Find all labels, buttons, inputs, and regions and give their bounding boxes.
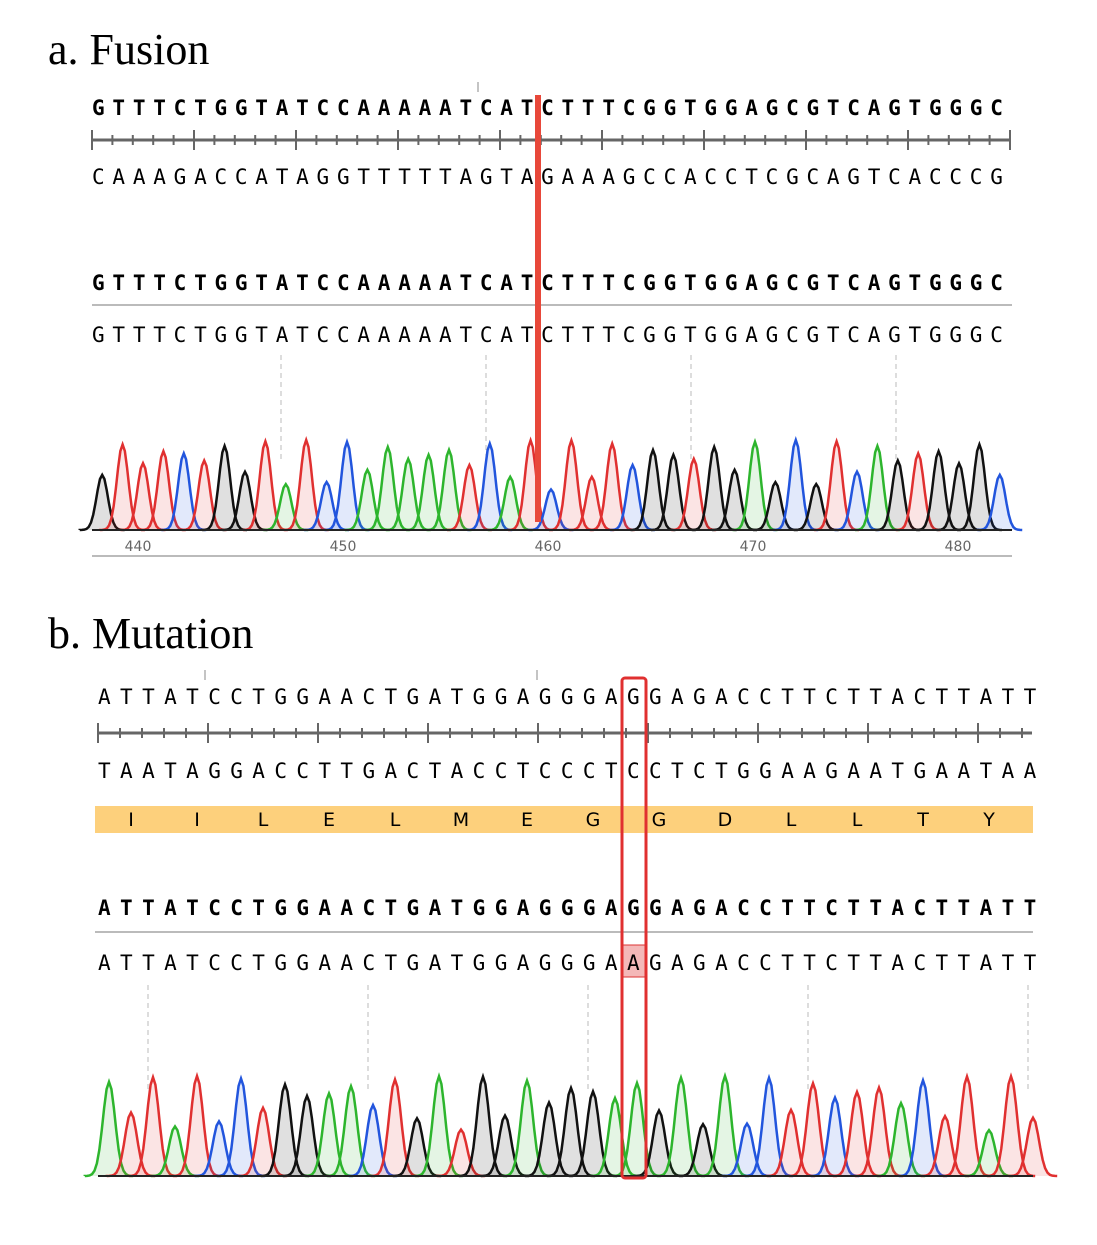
panel-title: a. Fusion	[48, 25, 209, 74]
trace-peak	[369, 1075, 420, 1178]
trace-peak	[731, 437, 778, 532]
trace-peak	[457, 1072, 508, 1178]
sequence: GTTTCTGGTATCCAAAAATCATCTTTCGGTGGAGCGTCAG…	[92, 96, 1003, 120]
trace-peak	[941, 1072, 992, 1178]
trace-peak	[501, 1076, 552, 1178]
trace-peak	[611, 1079, 662, 1178]
position-label: 440	[125, 539, 152, 555]
trace-peak	[98, 440, 146, 532]
amino-acid: I	[194, 809, 200, 831]
trace-peak	[914, 447, 962, 532]
amino-acid: L	[786, 809, 797, 831]
trace-peak	[809, 1094, 860, 1178]
trace-peak	[589, 1094, 640, 1178]
trace-peak	[629, 446, 676, 532]
trace-peak	[127, 1073, 178, 1178]
trace-peak	[545, 1084, 596, 1178]
trace-peak	[699, 1071, 750, 1178]
amino-acid: E	[521, 809, 533, 831]
amino-acid: M	[453, 809, 469, 831]
trace-peak	[655, 1073, 706, 1178]
panel-title: b. Mutation	[48, 609, 253, 658]
amino-acid: G	[652, 809, 667, 831]
sequence: ATTATCCTGGAACTGATGGAGGGAAGAGACCTTCTTACTT…	[98, 951, 1037, 975]
trace-peak	[831, 1088, 882, 1178]
trace-peak	[853, 442, 900, 532]
trace-peak	[985, 1072, 1036, 1178]
trace-peak	[547, 436, 594, 532]
trace-peak	[413, 1072, 464, 1178]
trace-peak	[323, 437, 370, 532]
sequence: ATTATCCTGGAACTGATGGAGGGAGGAGACCTTCTTACTT…	[98, 896, 1036, 920]
trace-peak	[955, 440, 1002, 532]
amino-acid: T	[916, 809, 929, 831]
trace-peak	[772, 435, 819, 532]
trace-peak	[506, 436, 554, 532]
sequence: TAATAGGACCTTGACTACCTCCCTCCTCTGGAAGAATGAA…	[98, 759, 1037, 783]
amino-acid: D	[718, 809, 733, 831]
sequence: GTTTCTGGTATCCAAAAATCATCTTTCGGTGGAGCGTCAG…	[92, 271, 1003, 295]
position-label: 470	[740, 539, 767, 555]
amino-acid: L	[852, 809, 863, 831]
trace-peak	[897, 1076, 948, 1178]
amino-acid: I	[128, 809, 134, 831]
trace-peak	[303, 1090, 354, 1178]
trace-peak	[853, 1083, 904, 1178]
sequence: CAAAGACCATAGGTTTTTAGTAGAAAGCCACCTCGCAGTC…	[92, 165, 1003, 189]
amino-acid: E	[323, 809, 335, 831]
trace-peak	[281, 1092, 332, 1178]
trace-peak	[364, 443, 411, 532]
trace-peak	[215, 1074, 266, 1178]
trace-peak	[200, 442, 248, 532]
amino-acid: G	[586, 809, 601, 831]
trace-peak	[466, 439, 513, 532]
trace-peak	[425, 446, 472, 532]
amino-acid: L	[390, 809, 401, 831]
trace-peak	[743, 1073, 794, 1178]
trace-peak	[171, 1071, 222, 1178]
amino-acid: L	[258, 809, 269, 831]
trace-peak	[282, 435, 329, 532]
trace-peak	[78, 472, 125, 532]
trace-peak	[241, 437, 288, 532]
translation-band	[95, 806, 1033, 833]
amino-acid: Y	[982, 809, 995, 831]
trace-peak	[259, 1080, 310, 1178]
trace-peak	[690, 443, 737, 532]
trace-peak	[325, 1082, 376, 1178]
trace-peak	[567, 1087, 618, 1178]
sequence: ATTATCCTGGAACTGATGGAGGGAGGAGACCTTCTTACTT…	[98, 685, 1037, 709]
trace-peak	[812, 437, 860, 532]
sequence: GTTTCTGGTATCCAAAAATCATCTTTCGGTGGAGCGTCAG…	[92, 323, 1003, 347]
trace-peak	[83, 1078, 134, 1178]
trace-peak	[139, 447, 186, 532]
trace-peak	[787, 1079, 838, 1178]
position-label: 450	[330, 539, 357, 555]
mutation-box	[620, 676, 648, 1180]
trace-peak	[588, 439, 635, 532]
position-label: 460	[535, 539, 562, 555]
position-label: 480	[945, 539, 972, 555]
